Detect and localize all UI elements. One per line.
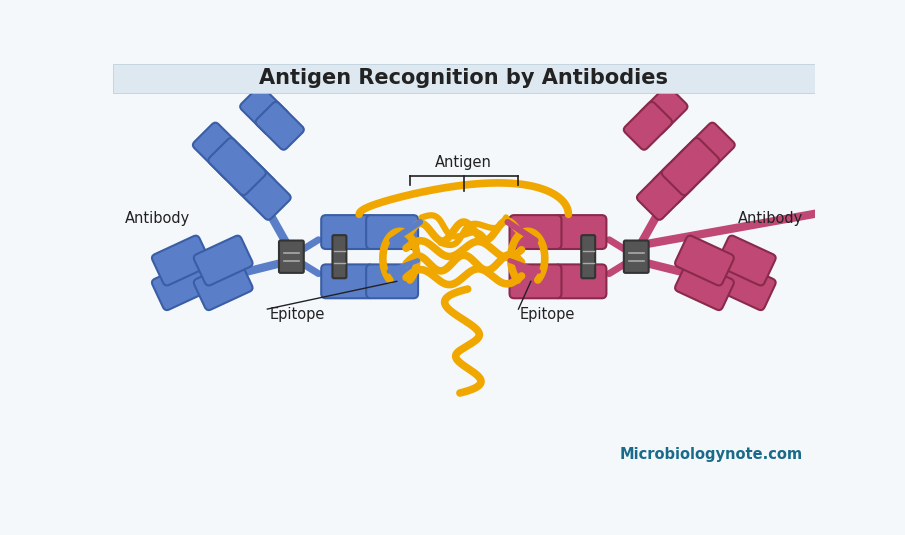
FancyBboxPatch shape	[624, 241, 649, 273]
FancyBboxPatch shape	[717, 260, 776, 310]
Text: Antibody: Antibody	[125, 211, 190, 226]
FancyBboxPatch shape	[662, 138, 719, 195]
FancyBboxPatch shape	[624, 102, 672, 150]
FancyBboxPatch shape	[233, 163, 291, 220]
FancyBboxPatch shape	[555, 264, 606, 299]
FancyBboxPatch shape	[510, 264, 561, 299]
FancyBboxPatch shape	[717, 235, 776, 286]
FancyBboxPatch shape	[675, 235, 734, 286]
FancyBboxPatch shape	[279, 241, 304, 273]
FancyBboxPatch shape	[255, 102, 304, 150]
Text: Antibody: Antibody	[738, 211, 803, 226]
FancyBboxPatch shape	[321, 215, 373, 249]
FancyBboxPatch shape	[581, 235, 595, 278]
FancyBboxPatch shape	[637, 163, 694, 220]
Text: Epitope: Epitope	[520, 307, 576, 322]
FancyBboxPatch shape	[113, 64, 814, 94]
FancyBboxPatch shape	[677, 123, 735, 180]
FancyBboxPatch shape	[367, 215, 418, 249]
FancyBboxPatch shape	[218, 147, 275, 204]
FancyBboxPatch shape	[194, 260, 252, 310]
FancyBboxPatch shape	[208, 138, 266, 195]
Text: Antigen: Antigen	[435, 155, 492, 170]
FancyBboxPatch shape	[194, 235, 252, 286]
FancyBboxPatch shape	[240, 87, 289, 134]
FancyBboxPatch shape	[639, 87, 688, 134]
FancyBboxPatch shape	[555, 215, 606, 249]
FancyBboxPatch shape	[367, 264, 418, 299]
FancyBboxPatch shape	[675, 260, 734, 310]
FancyBboxPatch shape	[193, 123, 251, 180]
Text: Epitope: Epitope	[270, 307, 325, 322]
FancyBboxPatch shape	[321, 264, 373, 299]
Text: Antigen Recognition by Antibodies: Antigen Recognition by Antibodies	[260, 68, 668, 88]
FancyBboxPatch shape	[332, 235, 347, 278]
FancyBboxPatch shape	[152, 260, 211, 310]
FancyBboxPatch shape	[152, 235, 211, 286]
Text: Microbiologynote.com: Microbiologynote.com	[620, 447, 803, 462]
FancyBboxPatch shape	[510, 215, 561, 249]
FancyBboxPatch shape	[653, 147, 710, 204]
